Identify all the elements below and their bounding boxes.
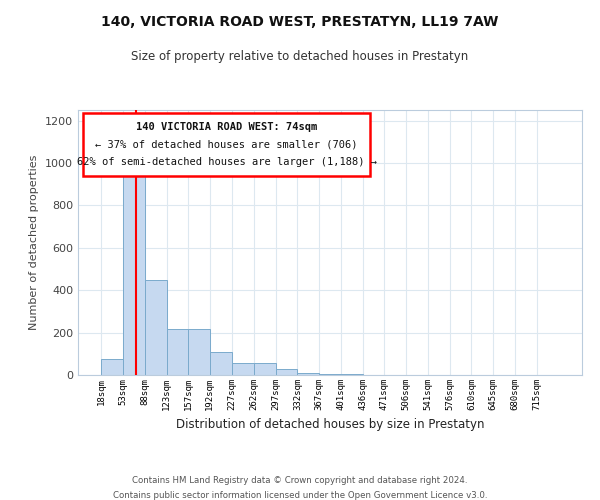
Bar <box>123 168 145 375</box>
Text: ← 37% of detached houses are smaller (706): ← 37% of detached houses are smaller (70… <box>95 140 358 149</box>
Bar <box>319 374 341 375</box>
Text: 140, VICTORIA ROAD WEST, PRESTATYN, LL19 7AW: 140, VICTORIA ROAD WEST, PRESTATYN, LL19… <box>101 15 499 29</box>
Bar <box>341 374 362 375</box>
Text: 62% of semi-detached houses are larger (1,188) →: 62% of semi-detached houses are larger (… <box>77 157 377 167</box>
Text: Contains HM Land Registry data © Crown copyright and database right 2024.: Contains HM Land Registry data © Crown c… <box>132 476 468 485</box>
FancyBboxPatch shape <box>83 112 370 176</box>
Bar <box>298 373 319 375</box>
Bar <box>232 364 254 375</box>
Text: Size of property relative to detached houses in Prestatyn: Size of property relative to detached ho… <box>131 50 469 63</box>
Bar <box>254 364 275 375</box>
Bar <box>275 368 298 375</box>
Bar <box>210 352 232 375</box>
Text: 140 VICTORIA ROAD WEST: 74sqm: 140 VICTORIA ROAD WEST: 74sqm <box>136 122 317 132</box>
Text: Contains public sector information licensed under the Open Government Licence v3: Contains public sector information licen… <box>113 491 487 500</box>
Bar <box>145 280 167 375</box>
Bar <box>167 330 188 375</box>
Bar <box>188 330 210 375</box>
X-axis label: Distribution of detached houses by size in Prestatyn: Distribution of detached houses by size … <box>176 418 484 432</box>
Bar <box>101 359 123 375</box>
Y-axis label: Number of detached properties: Number of detached properties <box>29 155 40 330</box>
